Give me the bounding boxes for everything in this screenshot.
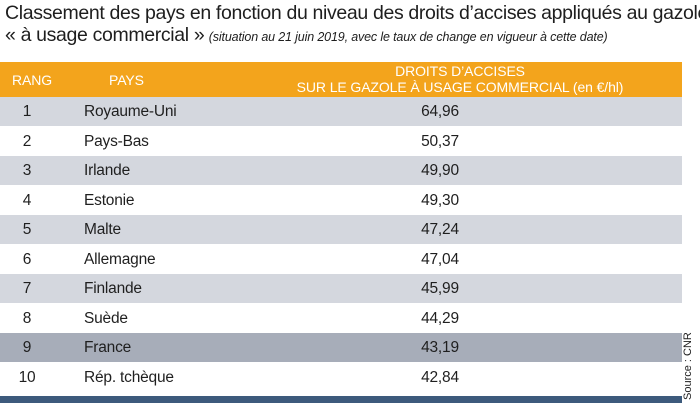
cell-rang: 6 (22, 250, 32, 268)
table-row: 6 Allemagne 47,04 (0, 244, 682, 274)
header-droits-line2: SUR LE GAZOLE À USAGE COMMERCIAL (en €/h… (296, 79, 624, 95)
table-row: 4 Estonie 49,30 (0, 185, 682, 215)
cell-pays: Royaume-Uni (84, 103, 177, 120)
cell-pays: France (84, 339, 132, 356)
header-pays: PAYS (109, 72, 144, 88)
table-row: 5 Malte 47,24 (0, 215, 682, 245)
cell-pays: Irlande (84, 162, 130, 179)
header-droits-line1: DROITS D’ACCISES (395, 63, 525, 79)
table-row: 10 Rép. tchèque 42,84 (0, 362, 682, 392)
title-line2: « à usage commercial » (situation au 21 … (5, 24, 685, 48)
cell-rang: 2 (22, 132, 32, 150)
bottom-bar (0, 396, 682, 403)
cell-rang: 5 (22, 221, 32, 238)
page-subtitle: (situation au 21 juin 2019, avec le taux… (208, 30, 608, 44)
table-row-highlighted: 9 France 43,19 (0, 333, 682, 363)
cell-valeur: 64,96 (421, 103, 459, 120)
cell-pays: Allemagne (84, 250, 156, 268)
cell-valeur: 49,90 (421, 162, 459, 179)
cell-valeur: 45,99 (421, 280, 459, 297)
cell-valeur: 42,84 (421, 368, 459, 386)
table-row: 2 Pays-Bas 50,37 (0, 126, 682, 156)
table-row: 8 Suède 44,29 (0, 303, 682, 333)
cell-valeur: 50,37 (421, 132, 459, 150)
cell-valeur: 44,29 (421, 309, 459, 327)
cell-rang: 10 (18, 368, 36, 386)
header-rang: RANG (12, 72, 53, 88)
header-droits: DROITS D’ACCISES SUR LE GAZOLE À USAGE C… (270, 63, 650, 95)
table-row: 7 Finlande 45,99 (0, 274, 682, 304)
page-title: Classement des pays en fonction du nivea… (5, 2, 700, 24)
excise-ranking-table: RANG PAYS DROITS D’ACCISES SUR LE GAZOLE… (0, 62, 682, 392)
cell-rang: 1 (22, 103, 32, 120)
cell-rang: 4 (22, 191, 32, 209)
title-block: Classement des pays en fonction du nivea… (5, 2, 700, 48)
table-body: 1 Royaume-Uni 64,96 2 Pays-Bas 50,37 3 I… (0, 97, 682, 392)
table-row: 3 Irlande 49,90 (0, 156, 682, 186)
cell-valeur: 43,19 (421, 339, 459, 356)
cell-rang: 8 (22, 309, 32, 327)
cell-pays: Finlande (84, 280, 142, 297)
cell-rang: 3 (22, 162, 32, 179)
cell-pays: Rép. tchèque (84, 368, 174, 386)
table-row: 1 Royaume-Uni 64,96 (0, 97, 682, 127)
source-credit: Source : CNR (682, 332, 694, 400)
cell-valeur: 47,24 (421, 221, 459, 238)
cell-pays: Pays-Bas (84, 132, 149, 150)
cell-pays: Malte (84, 221, 121, 238)
cell-pays: Suède (84, 309, 128, 327)
cell-valeur: 49,30 (421, 191, 459, 209)
cell-rang: 7 (22, 280, 32, 297)
cell-rang: 9 (22, 339, 32, 356)
cell-valeur: 47,04 (421, 250, 459, 268)
page-title-continued: « à usage commercial » (5, 24, 205, 46)
cell-pays: Estonie (84, 191, 135, 209)
table-header: RANG PAYS DROITS D’ACCISES SUR LE GAZOLE… (0, 62, 682, 97)
